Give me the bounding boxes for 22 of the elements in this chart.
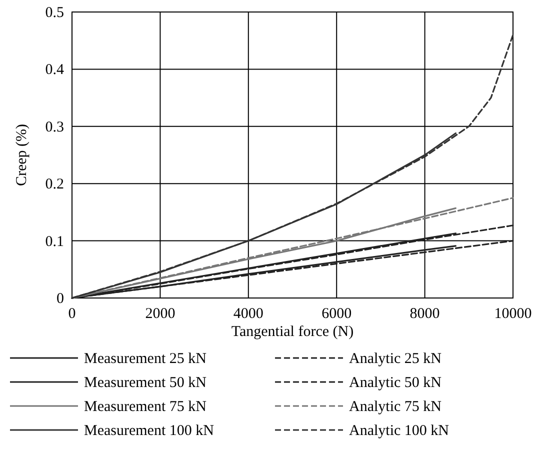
y-tick-label: 0.3 bbox=[45, 119, 64, 136]
y-tick-label: 0.1 bbox=[45, 234, 64, 250]
x-tick-label: 8000 bbox=[410, 306, 440, 322]
legend-label: Measurement 100 kN bbox=[84, 423, 214, 439]
y-tick-label: 0.2 bbox=[45, 176, 64, 193]
y-tick-label: 0.5 bbox=[45, 5, 64, 21]
x-tick-label: 0 bbox=[68, 306, 76, 322]
x-tick-label: 4000 bbox=[233, 306, 264, 322]
x-axis-title: Tangential force (N) bbox=[231, 324, 354, 340]
legend-label: Measurement 25 kN bbox=[84, 351, 207, 367]
x-tick-label: 6000 bbox=[322, 306, 352, 322]
legend-label: Analytic 50 kN bbox=[349, 375, 442, 391]
legend-label: Analytic 75 kN bbox=[349, 399, 442, 415]
x-tick-label: 10000 bbox=[494, 306, 532, 322]
x-tick-label: 2000 bbox=[145, 306, 176, 322]
y-axis-title: Creep (%) bbox=[14, 124, 30, 186]
legend-label: Analytic 100 kN bbox=[349, 423, 450, 439]
y-tick-label: 0 bbox=[56, 291, 64, 307]
legend-label: Measurement 50 kN bbox=[84, 375, 207, 391]
legend-label: Analytic 25 kN bbox=[349, 351, 442, 367]
y-tick-label: 0.4 bbox=[45, 62, 64, 78]
legend-label: Measurement 75 kN bbox=[84, 399, 207, 415]
